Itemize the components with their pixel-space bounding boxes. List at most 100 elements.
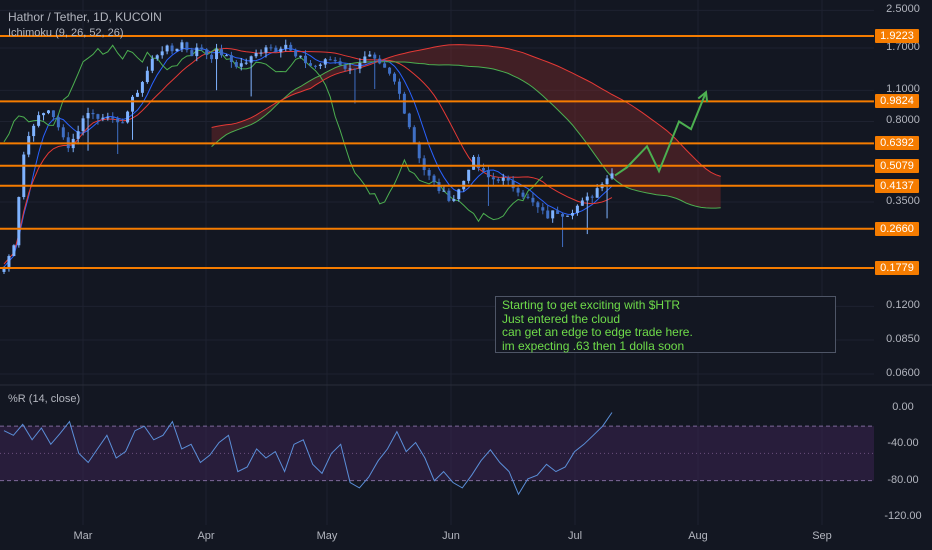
candle-body [358,63,362,69]
candle-body [7,256,11,267]
candle-body [22,154,26,198]
price-tick-label: 0.0600 [886,366,920,379]
candle-body [561,213,565,217]
candle-body [61,127,65,138]
williams-r-pane [0,412,874,496]
time-tick-label: Jul [567,530,583,542]
leading-span-a [211,61,721,209]
candle-body [338,61,342,66]
candle-body [328,59,332,61]
candle-body [91,112,95,115]
candle-body [219,49,223,56]
level-label: 0.2660 [875,221,919,236]
candle-body [323,59,327,65]
candle-body [234,62,238,67]
candle-body [254,53,258,57]
candle-body [491,177,495,180]
time-tick-label: Aug [688,530,708,542]
candle-body [170,45,174,52]
osc-tick-label: -40.00 [887,437,919,450]
candle-body [496,179,500,181]
candle-body [506,177,510,181]
candle-body [289,44,293,51]
candle-body [46,110,50,114]
price-axis[interactable]: 2.5000 1.7000 1.1000 0.8000 0.3500 0.1200 0.08… [874,0,932,380]
candle-body [165,45,169,52]
candle-body [570,212,574,216]
candle-body [388,67,392,74]
annotation-line: Just entered the cloud [502,311,621,326]
chart-title: Hathor / Tether, 1D, KUCOIN [8,10,162,24]
support-resistance-lines [0,35,874,269]
candle-body [580,200,584,206]
candle-body [551,210,555,219]
price-tick-label: 0.0850 [886,332,920,345]
candle-body [37,115,41,126]
candle-body [180,42,184,49]
candle-body [546,210,550,219]
candle-body [81,118,85,132]
osc-tick-label: 0.00 [892,401,914,413]
candle-body [313,65,317,67]
candle-body [51,110,55,118]
candle-body [160,51,164,56]
oscillator-axis[interactable]: 0.00 -40.00 -80.00 -120.00 [874,390,932,525]
candle-body [190,50,194,57]
candle-body [264,47,268,53]
candle-body [566,215,570,217]
candle-body [101,117,105,119]
candle-body [279,48,283,52]
candle-body [284,44,288,49]
time-tick-label: Jun [442,530,460,542]
conversion-line [3,47,613,268]
candle-body [556,210,560,214]
time-tick-label: Mar [73,530,93,542]
candle-body [17,197,21,246]
oscillator-label: %R (14, close) [8,393,81,405]
candle-body [397,81,401,94]
candle-body [308,63,312,66]
candle-body [486,170,490,178]
candle-body [155,55,159,59]
candle-body [175,48,179,52]
candle-body [417,143,421,159]
candle-body [472,156,476,170]
candle-body [106,117,110,119]
candle-body [531,197,535,203]
ichimoku-lines [3,44,721,268]
candle-body [368,54,372,57]
lagging-span [3,44,544,223]
candle-body [150,58,154,71]
candle-body [135,92,139,97]
projection-arrow [614,90,709,177]
candles [2,39,614,275]
candle-body [457,189,461,200]
candle-body [145,70,149,83]
price-tick-label: 0.3500 [886,195,920,208]
projection-arrowhead [697,90,709,103]
candle-body [259,52,263,54]
candle-body [96,114,100,119]
candle-body [126,111,130,123]
osc-tick-label: -120.00 [884,510,922,522]
price-tick-label: 0.8000 [886,114,920,127]
candle-body [274,47,278,52]
price-tick-label: 1.1000 [886,83,920,96]
candle-body [140,82,144,93]
candle-body [205,49,209,55]
candle-body [343,65,347,69]
annotation-line: Starting to get exciting with $HTR [502,298,681,312]
level-label: 0.5079 [875,158,919,173]
annotation-box[interactable]: Starting to get exciting with $HTR Just … [495,296,836,353]
candle-body [481,168,485,171]
candle-body [111,117,115,119]
candle-body [402,93,406,114]
candle-body [595,188,599,198]
candle-body [501,177,505,181]
candle-body [348,68,352,70]
candle-body [185,42,189,51]
williams-r-line [3,412,613,496]
candle-body [210,54,214,60]
candle-body [526,196,530,198]
